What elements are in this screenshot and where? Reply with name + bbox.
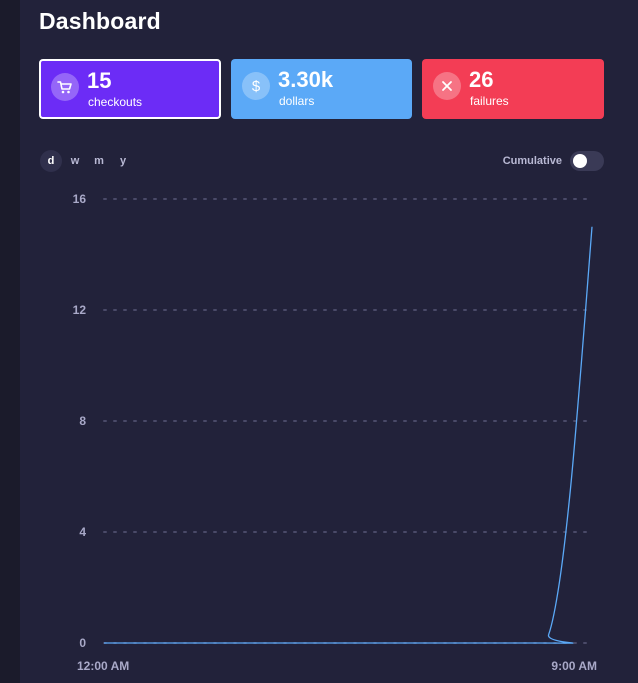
failures-value: 26 [469,67,494,92]
close-icon [433,72,461,100]
y-tick-label: 8 [79,414,86,428]
y-axis-ticks: 0 4 8 12 16 [73,192,87,650]
y-tick-label: 12 [73,303,87,317]
toggle-knob [573,154,587,168]
checkouts-label: checkouts [88,95,143,109]
x-tick-label: 9:00 AM [551,659,597,673]
y-tick-label: 16 [73,192,87,206]
dollars-card[interactable]: $ 3.30k dollars [231,59,412,119]
period-tabs: d w m y [40,150,134,172]
chart-grid [103,198,593,644]
x-tick-label: 12:00 AM [77,659,129,673]
series-line [104,226,593,644]
dollars-label: dollars [279,94,315,108]
cumulative-toggle[interactable] [570,151,604,171]
cumulative-label: Cumulative [502,155,562,167]
tab-week[interactable]: w [70,155,80,167]
left-gutter [0,0,20,683]
tab-day[interactable]: d [40,150,62,172]
tab-month[interactable]: m [94,155,104,167]
page-title: Dashboard [39,8,161,34]
tab-year[interactable]: y [119,155,127,167]
dollars-value: 3.30k [278,67,334,92]
cumulative-control: Cumulative [503,151,604,171]
checkouts-card[interactable]: 15 checkouts [39,59,221,119]
y-tick-label: 4 [79,525,86,539]
y-tick-label: 0 [79,636,86,650]
checkouts-value: 15 [87,68,112,93]
dollar-icon: $ [242,72,270,100]
failures-label: failures [470,94,509,108]
failures-card[interactable]: 26 failures [422,59,604,119]
x-axis-ticks: 12:00 AM 9:00 AM [77,659,597,673]
cart-icon [51,73,79,101]
